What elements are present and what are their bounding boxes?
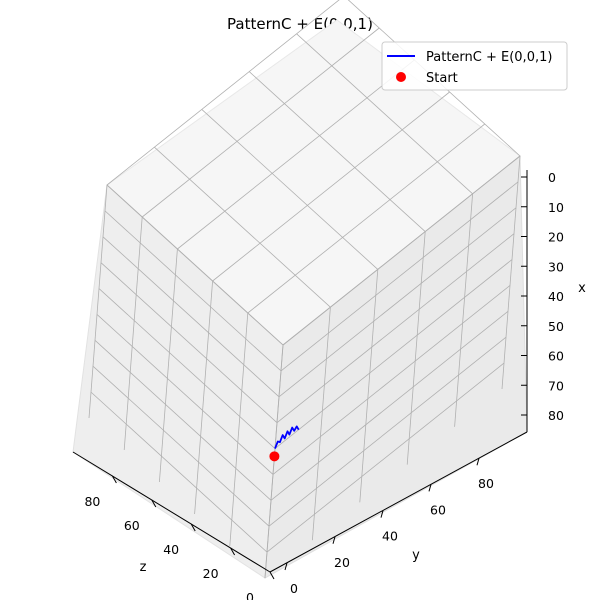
grid-line-right-x (278, 207, 517, 398)
grid-line-right-y (359, 269, 379, 503)
legend-entry-start: Start (426, 71, 458, 86)
grid-line-left-z (88, 184, 108, 419)
x-tick-label: 30 (548, 259, 564, 274)
y-axis-label: y (412, 548, 420, 563)
z-tick-label: 80 (84, 494, 100, 509)
legend-box (381, 41, 568, 91)
z-tick-label: 60 (124, 518, 140, 533)
legend-entry-line: PatternC + E(0,0,1) (426, 50, 552, 65)
grid-line-left-z (159, 248, 178, 483)
x-tick-label: 50 (548, 319, 564, 334)
start-point (269, 451, 280, 462)
grid-line-right-x (276, 233, 515, 423)
grid-line-top-y (296, 33, 473, 195)
ticks: 0 10 20 30 40 50 60 70 80 0 20 40 60 80 80 60 40 20 0 (84, 170, 564, 600)
grid-line-right-x (280, 181, 519, 372)
series-line (274, 425, 300, 449)
grid-line-left-x (102, 236, 280, 398)
grid-line-left-x (92, 365, 270, 527)
grid-line-left-x (94, 340, 272, 501)
z-tick (190, 523, 196, 532)
grid-line-left-x (96, 314, 274, 475)
grid (88, 0, 521, 579)
y-tick (284, 562, 288, 571)
grid-line-left-x (98, 288, 276, 449)
grid-line-right-x (268, 336, 507, 527)
z-tick (230, 547, 236, 556)
y-tick (476, 458, 480, 466)
grid-line-left-z (123, 216, 143, 451)
grid-line-top-y (201, 109, 379, 270)
x-tick-label: 60 (548, 349, 564, 364)
axis-lines (72, 170, 528, 573)
x-axis-label: x (578, 281, 586, 296)
x-tick-label: 0 (548, 170, 556, 185)
y-tick-label: 20 (334, 555, 350, 570)
z-tick-label: 40 (163, 542, 179, 557)
grid-line-top-z (106, 0, 340, 186)
x-tick-label: 10 (548, 200, 564, 215)
grid-line-right-x (266, 362, 505, 553)
grid-line-right-x (270, 311, 509, 501)
grid-line-right-x (272, 285, 511, 475)
grid-line-top-z (247, 123, 486, 314)
z-axis-line (72, 451, 271, 573)
grid-line-right-y (454, 193, 473, 427)
grid-line-top-z (141, 27, 380, 218)
y-tick-label: 0 (290, 581, 298, 596)
data-layer (269, 425, 300, 462)
grid-line-left-z (229, 312, 249, 547)
grid-line-top-z (212, 91, 450, 282)
z-tick (151, 499, 157, 508)
z-tick (269, 571, 275, 580)
panes (72, 19, 528, 579)
y-tick (428, 484, 432, 492)
x-tick-label: 80 (548, 408, 564, 423)
y-tick-label: 80 (478, 476, 494, 491)
grid-line-left-x (100, 262, 278, 423)
y-tick (332, 536, 336, 544)
grid-line-top-y (154, 146, 331, 308)
legend: PatternC + E(0,0,1) Start (381, 41, 568, 91)
legend-marker-start (396, 72, 406, 82)
grid-line-left-z (264, 344, 284, 579)
grid-line-right-y (406, 231, 426, 465)
grid-line-left-x (104, 210, 282, 372)
x-tick-label: 70 (548, 378, 564, 393)
grid-line-left-x (106, 184, 284, 346)
y-tick-label: 60 (430, 502, 446, 517)
grid-line-right-x (282, 155, 521, 346)
y-tick (380, 510, 384, 518)
grid-line-left-x (90, 391, 268, 553)
grid-line-right-x (274, 259, 513, 449)
x-tick-label: 40 (548, 289, 564, 304)
z-axis-label: z (140, 560, 147, 575)
y-tick-label: 40 (382, 529, 398, 544)
grid-line-left-z (194, 280, 213, 515)
grid-line-right-y (312, 307, 331, 541)
z-tick-label: 20 (203, 566, 219, 581)
y-axis-line (269, 431, 528, 573)
x-tick-label: 20 (548, 230, 564, 245)
z-tick (111, 475, 117, 484)
grid-line-top-y (248, 71, 426, 232)
grid-line-right-y (501, 155, 521, 390)
grid-line-top-z (177, 59, 415, 250)
z-tick-label: 0 (246, 590, 254, 600)
